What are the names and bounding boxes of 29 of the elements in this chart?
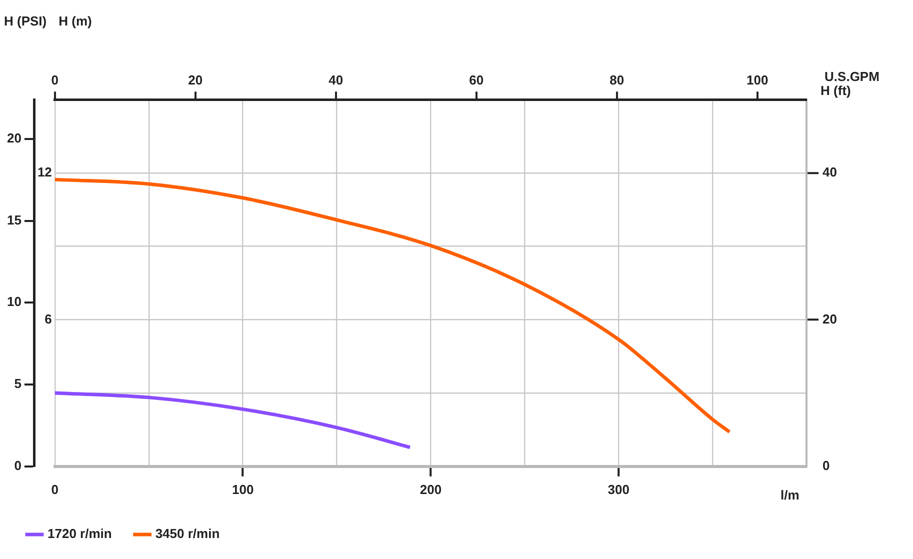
x-axis-title: l/m bbox=[780, 488, 800, 503]
y3-tick-label: 5 bbox=[14, 376, 22, 392]
y3-axis-title: H (PSI) bbox=[4, 14, 47, 29]
x2-tick-label: 80 bbox=[610, 72, 624, 88]
y2-tick-label: 12 bbox=[37, 164, 52, 180]
y-tick-label: 0 bbox=[822, 458, 830, 473]
legend-label: 1720 r/min bbox=[48, 526, 112, 542]
y-tick-label: 20 bbox=[822, 311, 838, 326]
y2-tick-label: 6 bbox=[44, 311, 52, 326]
x2-tick-label: 60 bbox=[469, 72, 484, 88]
x-tick-label: 100 bbox=[232, 482, 254, 497]
y3-tick-label: 0 bbox=[14, 458, 22, 473]
y3-tick-label: 20 bbox=[6, 130, 22, 146]
legend-label: 3450 r/min bbox=[155, 526, 220, 542]
x2-tick-label: 20 bbox=[188, 72, 203, 88]
y-axis-title: H (ft) bbox=[820, 83, 851, 98]
y3-tick-label: 10 bbox=[6, 294, 22, 310]
x2-axis-title: U.S.GPM bbox=[824, 69, 880, 84]
y2-axis-title: H (m) bbox=[58, 14, 92, 29]
y-tick-label: 40 bbox=[822, 164, 838, 180]
line-series bbox=[54, 178, 732, 434]
x2-tick-label: 100 bbox=[746, 72, 768, 88]
y3-tick-label: 15 bbox=[6, 212, 22, 228]
line-series bbox=[54, 391, 412, 450]
x-tick-label: 0 bbox=[51, 482, 59, 497]
x-tick-label: 200 bbox=[420, 482, 442, 497]
x2-tick-label: 0 bbox=[51, 72, 59, 88]
x-tick-label: 300 bbox=[608, 482, 630, 497]
x2-tick-label: 40 bbox=[328, 72, 344, 88]
